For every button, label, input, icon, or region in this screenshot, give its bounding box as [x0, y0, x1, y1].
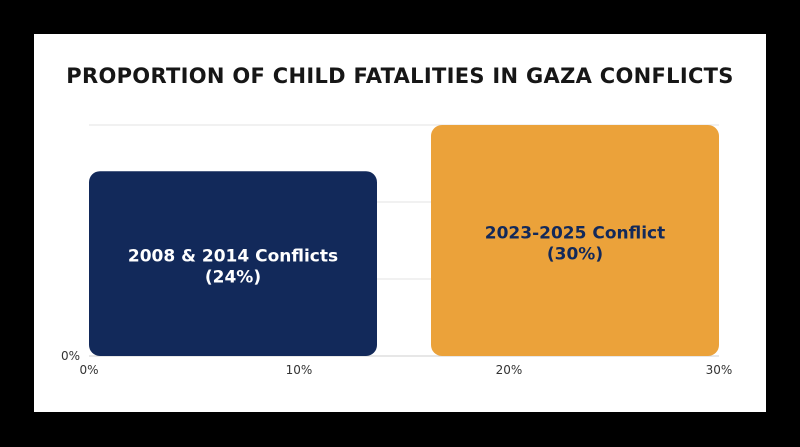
- x-tick-label: 10%: [286, 363, 313, 377]
- bar-1: [89, 171, 377, 356]
- x-tick-label: 0%: [79, 363, 98, 377]
- bar-value-label-2: (30%): [547, 245, 603, 265]
- y-tick-label: 0%: [61, 349, 80, 363]
- bar-label-2: 2023-2025 Conflict: [485, 224, 666, 244]
- chart-title: PROPORTION OF CHILD FATALITIES IN GAZA C…: [66, 64, 734, 88]
- bar-label-1: 2008 & 2014 Conflicts: [128, 247, 338, 267]
- bar-2: [431, 125, 719, 356]
- x-tick-label: 20%: [496, 363, 523, 377]
- bar-value-label-1: (24%): [205, 268, 261, 288]
- x-tick-label: 30%: [706, 363, 733, 377]
